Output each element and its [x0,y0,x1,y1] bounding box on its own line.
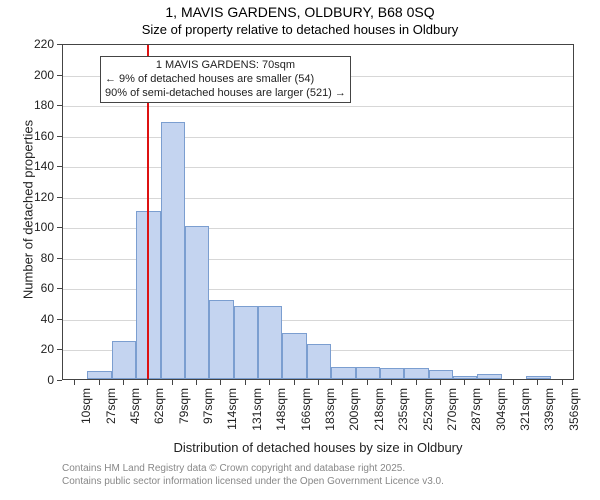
gridline [63,198,573,199]
annotation-box: 1 MAVIS GARDENS: 70sqm← 9% of detached h… [100,56,351,103]
y-tick-label: 160 [22,129,54,143]
x-tick-mark [391,380,392,385]
y-tick-mark [57,197,62,198]
x-tick-label: 235sqm [396,388,410,438]
y-tick-label: 80 [22,251,54,265]
histogram-bar [87,371,111,379]
y-tick-label: 140 [22,159,54,173]
y-tick-mark [57,380,62,381]
x-tick-label: 183sqm [323,388,337,438]
gridline [63,106,573,107]
x-tick-mark [245,380,246,385]
x-tick-label: 62sqm [152,388,166,438]
x-tick-label: 287sqm [469,388,483,438]
histogram-bar [356,367,380,379]
y-tick-mark [57,166,62,167]
histogram-bar [234,306,258,379]
y-tick-label: 180 [22,98,54,112]
x-tick-mark [269,380,270,385]
y-tick-label: 220 [22,37,54,51]
histogram-bar [258,306,282,379]
histogram-bar [307,344,331,379]
histogram-bar [112,341,136,379]
x-tick-label: 166sqm [299,388,313,438]
x-tick-mark [99,380,100,385]
histogram-bar [209,300,233,379]
x-tick-label: 79sqm [177,388,191,438]
x-tick-mark [123,380,124,385]
histogram-bar [453,376,477,379]
gridline [63,137,573,138]
x-tick-label: 304sqm [494,388,508,438]
x-tick-mark [464,380,465,385]
x-tick-mark [220,380,221,385]
y-tick-mark [57,75,62,76]
x-tick-mark [537,380,538,385]
y-tick-mark [57,319,62,320]
histogram-bar [429,370,453,379]
x-tick-label: 114sqm [225,388,239,438]
gridline [63,167,573,168]
y-tick-mark [57,136,62,137]
x-tick-label: 200sqm [347,388,361,438]
x-tick-label: 27sqm [104,388,118,438]
y-tick-label: 200 [22,68,54,82]
x-tick-mark [147,380,148,385]
y-tick-mark [57,258,62,259]
histogram-bar [380,368,404,379]
x-tick-mark [196,380,197,385]
chart-subtitle: Size of property relative to detached ho… [0,22,600,37]
y-tick-label: 100 [22,220,54,234]
y-tick-mark [57,227,62,228]
y-tick-mark [57,44,62,45]
x-tick-label: 339sqm [542,388,556,438]
histogram-bar [404,368,428,379]
y-tick-mark [57,105,62,106]
x-tick-label: 321sqm [518,388,532,438]
x-tick-label: 131sqm [250,388,264,438]
attribution-text: Contains HM Land Registry data © Crown c… [62,462,444,488]
attribution-line: Contains HM Land Registry data © Crown c… [62,462,444,475]
x-tick-mark [367,380,368,385]
y-tick-label: 120 [22,190,54,204]
x-tick-label: 10sqm [79,388,93,438]
x-tick-mark [318,380,319,385]
histogram-bar [331,367,355,379]
x-tick-mark [440,380,441,385]
chart-title: 1, MAVIS GARDENS, OLDBURY, B68 0SQ [0,4,600,20]
y-tick-mark [57,288,62,289]
x-tick-mark [74,380,75,385]
x-tick-mark [489,380,490,385]
y-tick-label: 20 [22,342,54,356]
y-tick-label: 0 [22,373,54,387]
y-tick-label: 60 [22,281,54,295]
y-tick-label: 40 [22,312,54,326]
histogram-bar [185,226,209,379]
histogram-bar [526,376,550,379]
x-tick-mark [562,380,563,385]
x-tick-label: 45sqm [128,388,142,438]
histogram-bar [161,122,185,379]
y-tick-mark [57,349,62,350]
x-tick-label: 97sqm [201,388,215,438]
x-tick-mark [294,380,295,385]
histogram-bar [477,374,501,379]
annotation-line: ← 9% of detached houses are smaller (54) [105,73,346,87]
x-tick-mark [172,380,173,385]
x-tick-mark [342,380,343,385]
attribution-line: Contains public sector information licen… [62,475,444,488]
x-tick-label: 356sqm [567,388,581,438]
annotation-line: 1 MAVIS GARDENS: 70sqm [105,59,346,73]
chart-container: 1, MAVIS GARDENS, OLDBURY, B68 0SQ Size … [0,0,600,500]
x-tick-mark [513,380,514,385]
x-tick-label: 270sqm [445,388,459,438]
annotation-line: 90% of semi-detached houses are larger (… [105,87,346,101]
x-axis-label: Distribution of detached houses by size … [62,440,574,455]
x-tick-label: 148sqm [274,388,288,438]
histogram-bar [282,333,306,379]
y-axis-label: Number of detached properties [21,42,36,378]
x-tick-mark [416,380,417,385]
x-tick-label: 252sqm [421,388,435,438]
x-tick-label: 218sqm [372,388,386,438]
